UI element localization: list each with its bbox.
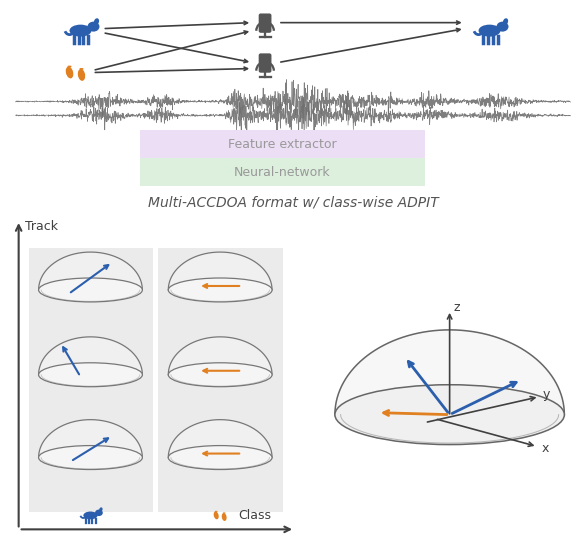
- Polygon shape: [335, 330, 564, 444]
- Ellipse shape: [168, 445, 272, 470]
- Ellipse shape: [94, 18, 99, 25]
- Text: Feature extractor: Feature extractor: [228, 138, 337, 151]
- Ellipse shape: [503, 18, 508, 25]
- Polygon shape: [39, 419, 142, 470]
- Ellipse shape: [67, 65, 69, 68]
- Ellipse shape: [216, 511, 217, 512]
- FancyBboxPatch shape: [258, 53, 271, 73]
- Bar: [29, 248, 154, 512]
- Polygon shape: [39, 337, 142, 387]
- Ellipse shape: [81, 68, 83, 70]
- Polygon shape: [39, 252, 142, 302]
- Ellipse shape: [69, 65, 70, 68]
- Ellipse shape: [335, 384, 564, 444]
- Polygon shape: [168, 252, 272, 302]
- Ellipse shape: [95, 510, 103, 516]
- FancyBboxPatch shape: [141, 130, 425, 158]
- Ellipse shape: [216, 511, 217, 512]
- Text: Track: Track: [25, 219, 57, 233]
- Ellipse shape: [39, 278, 142, 302]
- Text: z: z: [454, 301, 460, 315]
- Ellipse shape: [78, 69, 85, 81]
- Ellipse shape: [80, 68, 81, 70]
- Ellipse shape: [222, 513, 227, 521]
- Ellipse shape: [496, 22, 509, 32]
- FancyBboxPatch shape: [141, 158, 425, 186]
- Ellipse shape: [39, 445, 142, 470]
- Ellipse shape: [70, 24, 91, 37]
- Ellipse shape: [224, 512, 226, 514]
- Ellipse shape: [215, 511, 216, 512]
- Ellipse shape: [168, 363, 272, 387]
- Ellipse shape: [66, 66, 73, 78]
- Text: Class: Class: [238, 509, 271, 522]
- Text: Multi-ACCDOA format w/ class-wise ADPIT: Multi-ACCDOA format w/ class-wise ADPIT: [148, 195, 438, 209]
- Ellipse shape: [70, 65, 71, 68]
- Text: y: y: [543, 388, 550, 401]
- Ellipse shape: [83, 511, 98, 519]
- Ellipse shape: [214, 511, 219, 519]
- Ellipse shape: [479, 24, 500, 37]
- FancyBboxPatch shape: [258, 13, 271, 33]
- Ellipse shape: [168, 278, 272, 302]
- Text: Neural-network: Neural-network: [234, 166, 331, 179]
- Ellipse shape: [39, 363, 142, 387]
- Ellipse shape: [99, 507, 103, 512]
- Ellipse shape: [87, 22, 100, 32]
- Ellipse shape: [81, 68, 83, 70]
- Polygon shape: [168, 337, 272, 387]
- Text: x: x: [541, 442, 548, 455]
- Ellipse shape: [223, 512, 224, 514]
- Ellipse shape: [224, 512, 225, 514]
- Polygon shape: [168, 419, 272, 470]
- Bar: [158, 248, 283, 512]
